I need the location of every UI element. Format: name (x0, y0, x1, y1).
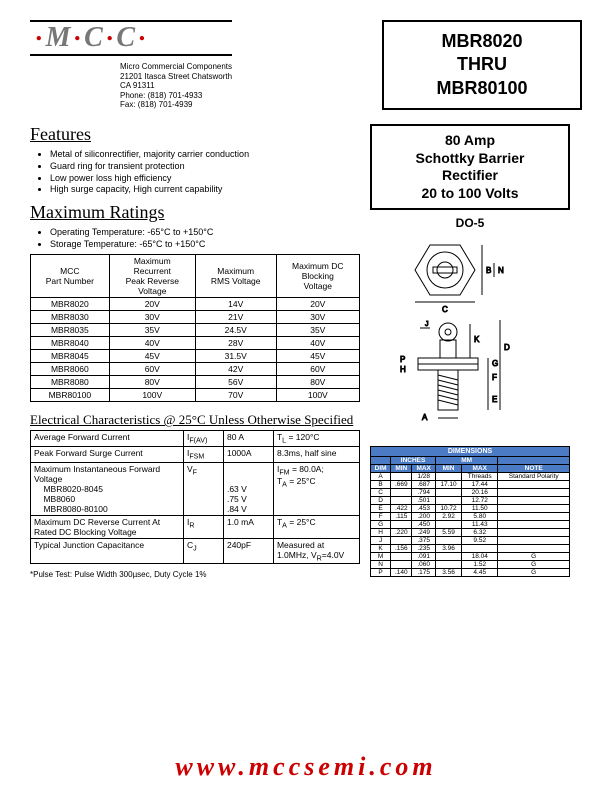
ratings-temps: Operating Temperature: -65°C to +150°C S… (50, 227, 360, 250)
svg-text:E: E (492, 395, 497, 404)
footer-url: www.mccsemi.com (0, 752, 612, 782)
ratings-table: MCCPart NumberMaximumRecurrentPeak Rever… (30, 254, 360, 402)
svg-text:J: J (425, 321, 429, 328)
features-heading: Features (30, 124, 360, 145)
svg-text:K: K (474, 335, 480, 344)
features-list: Metal of siliconrectifier, majority carr… (50, 149, 360, 196)
svg-text:P: P (400, 355, 405, 364)
elec-heading: Electrical Characteristics @ 25°C Unless… (30, 412, 360, 428)
product-summary-box: 80 Amp Schottky Barrier Rectifier 20 to … (370, 124, 570, 210)
svg-text:B: B (486, 266, 491, 275)
pulse-footnote: *Pulse Test: Pulse Width 300µsec, Duty C… (30, 570, 360, 579)
svg-text:N: N (498, 266, 504, 275)
company-address: Micro Commercial Components 21201 Itasca… (120, 62, 232, 110)
svg-text:F: F (492, 373, 497, 382)
svg-text:D: D (504, 343, 510, 352)
dimensions-table: DIMENSIONS INCHES MM DIMMINMAXMINMAXNOTE… (370, 446, 570, 577)
svg-text:C: C (442, 305, 448, 314)
elec-table: Average Forward CurrentIF(AV)80 ATL = 12… (30, 430, 360, 564)
company-logo: •M•C•C• (30, 20, 232, 56)
ratings-heading: Maximum Ratings (30, 202, 360, 223)
svg-text:H: H (400, 365, 406, 374)
package-outline-drawing: B N C J K (370, 230, 570, 440)
svg-text:A: A (422, 413, 428, 422)
svg-text:G: G (492, 359, 498, 368)
package-label: DO-5 (370, 216, 570, 230)
part-range-box: MBR8020 THRU MBR80100 (382, 20, 582, 110)
